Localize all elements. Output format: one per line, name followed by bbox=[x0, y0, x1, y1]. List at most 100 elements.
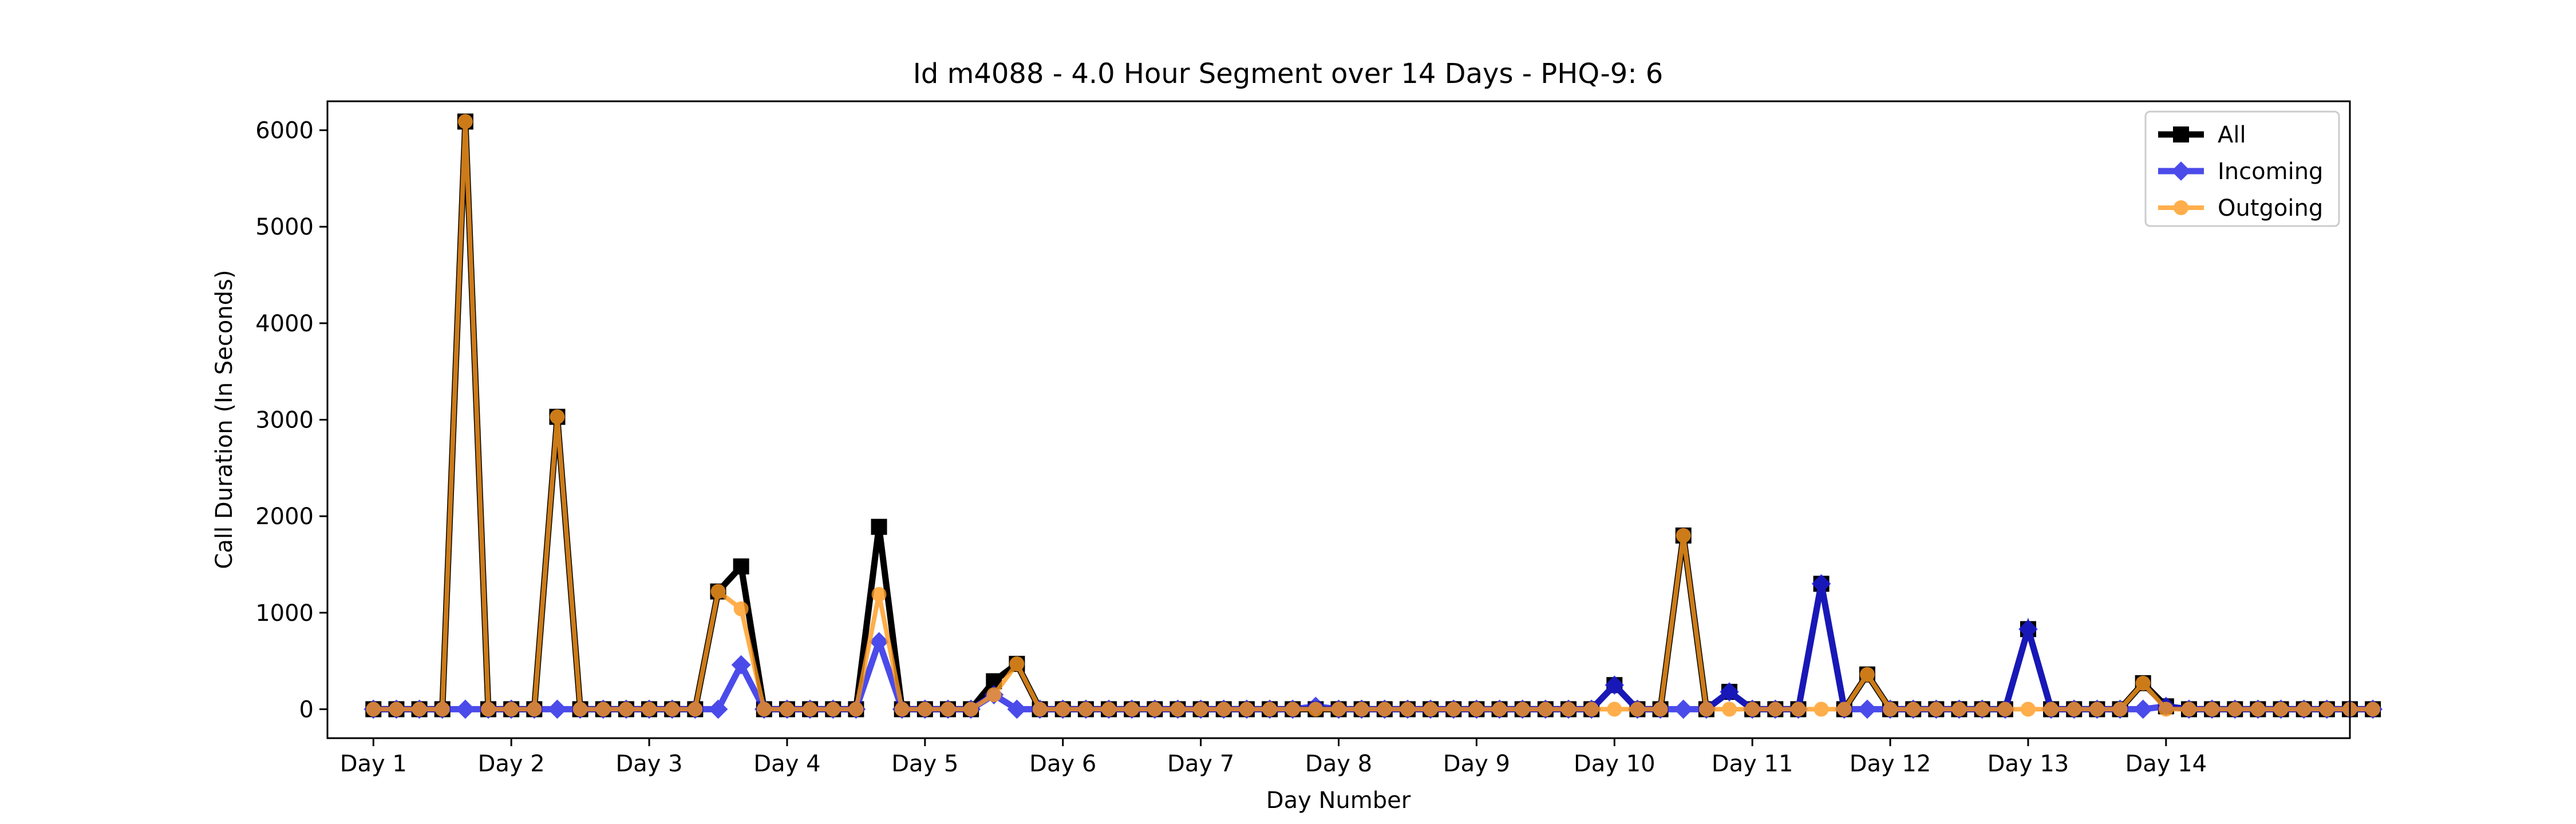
data-point-outgoing bbox=[1836, 702, 1852, 717]
data-point-outgoing bbox=[1009, 656, 1025, 672]
data-point-outgoing bbox=[1078, 702, 1093, 717]
data-point-outgoing bbox=[1101, 702, 1117, 717]
data-point-incoming bbox=[2133, 699, 2153, 719]
data-point-outgoing bbox=[1745, 702, 1760, 717]
x-tick-label: Day 1 bbox=[340, 751, 407, 777]
data-point-outgoing bbox=[2089, 702, 2105, 717]
data-point-outgoing bbox=[1560, 702, 1576, 717]
y-axis: 0 1000 2000 3000 4000 5000 6000 bbox=[255, 118, 327, 723]
data-point-outgoing bbox=[1170, 702, 1186, 717]
data-point-outgoing bbox=[2250, 702, 2266, 717]
data-point-outgoing bbox=[1239, 702, 1254, 717]
legend-marker-outgoing bbox=[2174, 200, 2188, 215]
data-point-outgoing bbox=[1768, 702, 1783, 717]
legend-label-outgoing: Outgoing bbox=[2218, 195, 2323, 221]
data-point-outgoing bbox=[1469, 702, 1484, 717]
data-point-outgoing bbox=[688, 702, 703, 717]
data-point-outgoing bbox=[756, 702, 772, 717]
data-point-outgoing bbox=[2158, 702, 2174, 717]
y-tick-label: 6000 bbox=[255, 118, 314, 144]
data-point-outgoing bbox=[1951, 702, 1967, 717]
data-point-outgoing bbox=[1124, 702, 1140, 717]
legend-item-incoming: Incoming bbox=[2158, 159, 2323, 185]
legend-label-all: All bbox=[2218, 122, 2246, 148]
y-tick-label: 1000 bbox=[255, 600, 314, 627]
data-point-outgoing bbox=[1446, 702, 1461, 717]
data-point-outgoing bbox=[2273, 702, 2289, 717]
legend-marker-all bbox=[2173, 126, 2189, 142]
data-point-outgoing bbox=[803, 702, 818, 717]
legend-swatch-all bbox=[2158, 126, 2204, 142]
data-point-outgoing bbox=[848, 702, 864, 717]
data-point-incoming bbox=[1811, 574, 1831, 594]
data-point-outgoing bbox=[1997, 702, 2013, 717]
data-point-outgoing bbox=[572, 702, 588, 717]
x-tick-label: Day 12 bbox=[1850, 751, 1931, 777]
y-tick-label: 4000 bbox=[255, 311, 314, 337]
data-point-outgoing bbox=[779, 702, 795, 717]
data-point-outgoing bbox=[527, 702, 542, 717]
data-point-incoming bbox=[731, 655, 751, 675]
data-point-outgoing bbox=[1354, 702, 1369, 717]
data-point-outgoing bbox=[2135, 675, 2151, 691]
x-tick-label: Day 6 bbox=[1029, 751, 1096, 777]
data-point-outgoing bbox=[1974, 702, 1990, 717]
data-point-outgoing bbox=[2296, 702, 2312, 717]
data-point-outgoing bbox=[412, 702, 427, 717]
data-point-outgoing bbox=[894, 702, 910, 717]
data-point-incoming bbox=[1673, 699, 1693, 719]
data-point-outgoing bbox=[963, 702, 979, 717]
legend-label-incoming: Incoming bbox=[2218, 159, 2323, 185]
data-point-outgoing bbox=[1584, 702, 1599, 717]
data-point-outgoing bbox=[504, 702, 519, 717]
data-point-outgoing bbox=[1147, 702, 1163, 717]
data-point-outgoing bbox=[1607, 702, 1622, 717]
data-point-outgoing bbox=[1814, 702, 1829, 717]
x-tick-label: Day 11 bbox=[1712, 751, 1793, 777]
series-layer bbox=[364, 113, 2383, 719]
data-point-incoming bbox=[1605, 675, 1625, 695]
data-point-outgoing bbox=[389, 702, 404, 717]
data-point-outgoing bbox=[1262, 702, 1278, 717]
data-point-incoming bbox=[455, 699, 475, 719]
data-point-outgoing bbox=[2227, 702, 2243, 717]
data-point-outgoing bbox=[940, 702, 955, 717]
x-tick-label: Day 5 bbox=[891, 751, 958, 777]
x-tick-label: Day 10 bbox=[1574, 751, 1656, 777]
data-point-outgoing bbox=[871, 587, 887, 602]
data-point-outgoing bbox=[2319, 702, 2334, 717]
data-point-outgoing bbox=[550, 409, 565, 425]
data-point-outgoing bbox=[457, 114, 473, 129]
data-point-outgoing bbox=[366, 702, 381, 717]
legend-swatch-incoming bbox=[2158, 161, 2204, 181]
legend-marker-incoming bbox=[2171, 161, 2191, 181]
data-point-outgoing bbox=[1653, 702, 1668, 717]
data-point-outgoing bbox=[1423, 702, 1439, 717]
x-tick-label: Day 7 bbox=[1167, 751, 1234, 777]
x-tick-label: Day 9 bbox=[1443, 751, 1510, 777]
data-point-outgoing bbox=[1722, 702, 1737, 717]
data-point-outgoing bbox=[1400, 702, 1415, 717]
series-line-outgoing bbox=[373, 121, 2373, 712]
data-point-all bbox=[871, 518, 887, 535]
data-point-outgoing bbox=[710, 584, 726, 599]
legend-item-outgoing: Outgoing bbox=[2158, 195, 2323, 221]
chart-title: Id m4088 - 4.0 Hour Segment over 14 Days… bbox=[913, 58, 1664, 90]
x-axis-label: Day Number bbox=[1266, 787, 1411, 814]
data-point-outgoing bbox=[1308, 702, 1323, 717]
data-point-incoming bbox=[547, 699, 567, 719]
data-point-outgoing bbox=[1929, 702, 1944, 717]
data-point-outgoing bbox=[986, 687, 1002, 703]
x-axis: Day 1 Day 2 Day 3 Day 4 Day 5 Day 6 Day 7 Day 8… bbox=[340, 738, 2207, 777]
data-point-outgoing bbox=[2020, 702, 2036, 717]
data-point-outgoing bbox=[825, 702, 841, 717]
data-point-outgoing bbox=[1630, 702, 1645, 717]
data-point-incoming bbox=[1857, 699, 1877, 719]
data-point-outgoing bbox=[1883, 702, 1898, 717]
data-point-outgoing bbox=[1676, 528, 1691, 543]
data-point-outgoing bbox=[1331, 702, 1346, 717]
data-point-outgoing bbox=[642, 702, 657, 717]
data-point-incoming bbox=[1007, 699, 1027, 719]
data-point-outgoing bbox=[1515, 702, 1530, 717]
series-outgoing bbox=[366, 114, 2381, 717]
